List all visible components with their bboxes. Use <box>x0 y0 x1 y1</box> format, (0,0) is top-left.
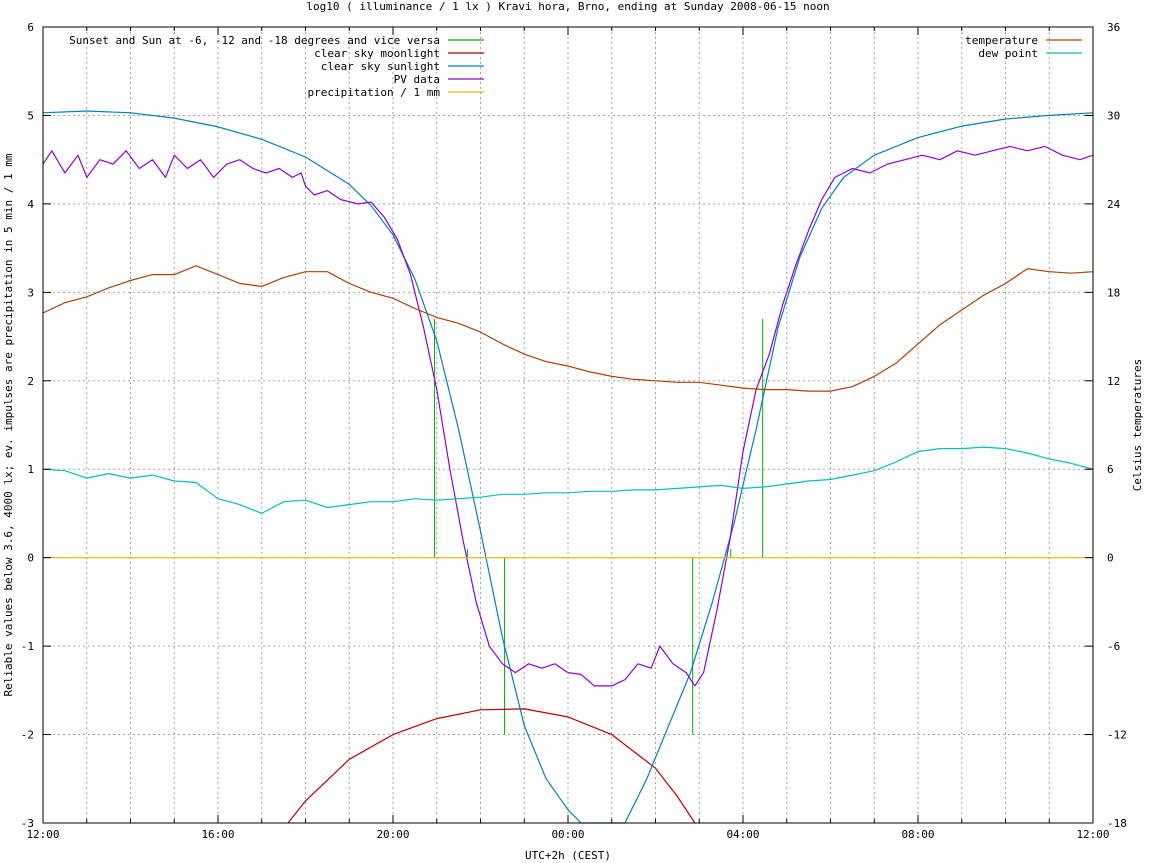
y2-tick-label: 24 <box>1107 198 1121 211</box>
y-axis-label: Reliable values below 3.6, 4000 lx; ev. … <box>2 153 15 696</box>
legend-entry-label: Sunset and Sun at -6, -12 and -18 degree… <box>69 34 440 47</box>
y-tick-label: 3 <box>27 286 34 299</box>
x-tick-label: 20:00 <box>376 828 409 841</box>
legend: Sunset and Sun at -6, -12 and -18 degree… <box>69 34 1082 99</box>
y2-tick-label: 30 <box>1107 109 1120 122</box>
chart-title: log10 ( illuminance / 1 lx ) Kravi hora,… <box>306 0 829 13</box>
x-tick-label: 04:00 <box>726 828 759 841</box>
series-line-3 <box>42 145 1094 687</box>
x-tick-label: 12:00 <box>1076 828 1109 841</box>
legend-entry-label: clear sky sunlight <box>321 60 440 73</box>
grid <box>43 27 1093 823</box>
y-tick-label: -3 <box>21 817 34 830</box>
y-tick-label: 5 <box>27 109 34 122</box>
series-line-2 <box>42 110 1094 824</box>
y2-tick-label: 18 <box>1107 286 1120 299</box>
y2-tick-label: 36 <box>1107 21 1120 34</box>
legend-entry-label: temperature <box>965 34 1038 47</box>
y-tick-label: -2 <box>21 729 34 742</box>
legend-entry-label: PV data <box>394 73 440 86</box>
series-line-5 <box>42 265 1094 392</box>
legend-entry-label: dew point <box>978 47 1038 60</box>
y-tick-label: 6 <box>27 21 34 34</box>
series-line-1 <box>287 708 696 824</box>
axes: 12:00 16:00 20:00 00:00 04:00 08:00 12:00-3-2-… <box>21 21 1127 841</box>
x-axis-label: UTC+2h (CEST) <box>525 849 611 862</box>
y-tick-label: 2 <box>27 375 34 388</box>
y2-axis-label: Celsius temperatures <box>1131 359 1144 491</box>
y-tick-label: 1 <box>27 463 34 476</box>
x-tick-label: 12:00 <box>26 828 59 841</box>
legend-entry-label: precipitation / 1 mm <box>308 86 441 99</box>
y2-tick-label: -6 <box>1107 640 1120 653</box>
series-layer <box>42 110 1094 824</box>
y2-tick-label: 0 <box>1107 552 1114 565</box>
legend-entry-label: clear sky moonlight <box>314 47 440 60</box>
y2-tick-label: -18 <box>1107 817 1127 830</box>
y-tick-label: 0 <box>27 552 34 565</box>
x-tick-label: 00:00 <box>551 828 584 841</box>
y2-tick-label: -12 <box>1107 729 1127 742</box>
y-tick-label: 4 <box>27 198 34 211</box>
y2-tick-label: 6 <box>1107 463 1114 476</box>
series-line-6 <box>42 446 1094 514</box>
x-tick-label: 16:00 <box>201 828 234 841</box>
y2-tick-label: 12 <box>1107 375 1120 388</box>
y-tick-label: -1 <box>21 640 34 653</box>
x-tick-label: 08:00 <box>901 828 934 841</box>
